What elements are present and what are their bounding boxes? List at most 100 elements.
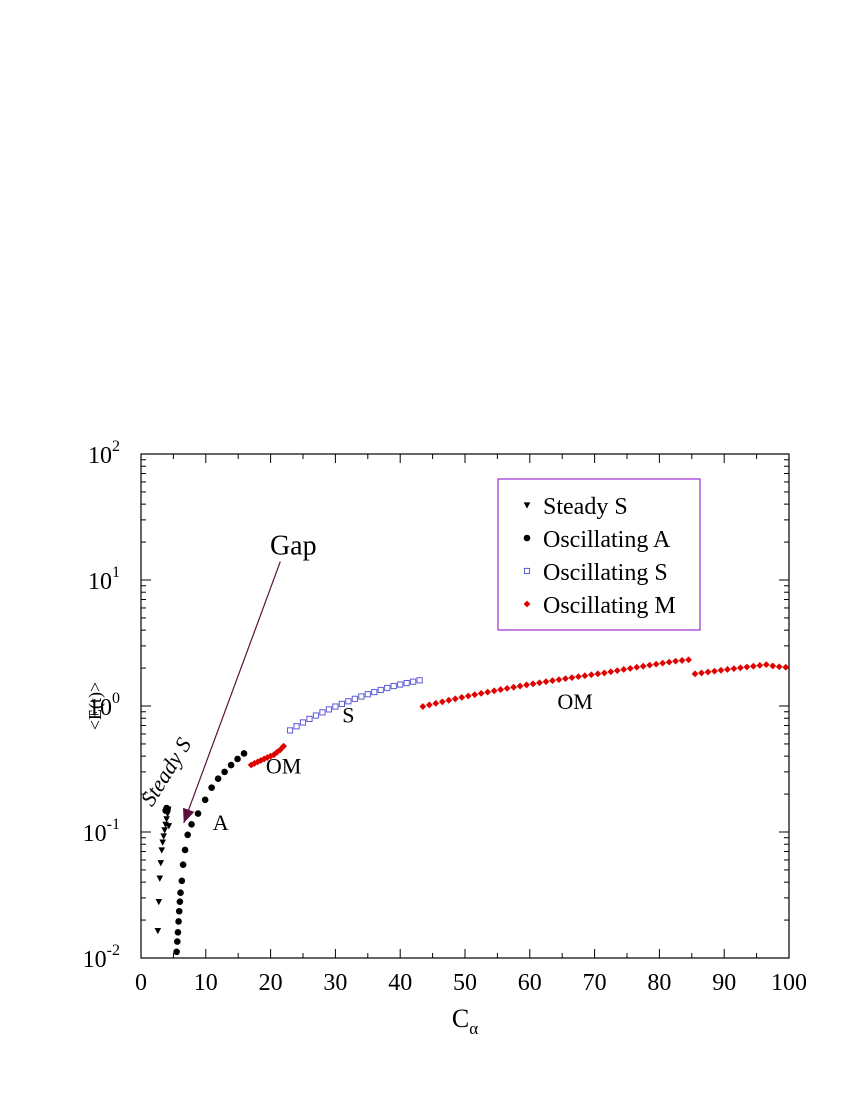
point-oscillating-a (184, 831, 191, 839)
point-oscillating-m (639, 662, 647, 670)
point-oscillating-s (384, 684, 391, 692)
point-oscillating-s (377, 686, 384, 694)
point-oscillating-a (173, 938, 181, 945)
point-oscillating-m (730, 665, 738, 673)
point-oscillating-m (503, 684, 511, 692)
point-oscillating-m (549, 677, 556, 685)
point-oscillating-a (221, 768, 228, 776)
point-oscillating-s (397, 681, 404, 688)
point-oscillating-a (178, 877, 186, 885)
point-oscillating-m (523, 681, 530, 689)
point-oscillating-a (188, 821, 195, 828)
y-tick-label-base: 10 (83, 947, 107, 973)
legend-marker (523, 600, 531, 608)
point-oscillating-m (581, 672, 589, 680)
point-oscillating-m (782, 663, 790, 671)
x-tick-label: 0 (135, 970, 147, 996)
point-oscillating-m (704, 668, 712, 676)
series-oscillating-m (247, 656, 790, 769)
y-tick-label-exponent: 0 (112, 690, 120, 707)
gap-arrow (182, 561, 281, 824)
point-oscillating-a (175, 918, 182, 925)
point-oscillating-s (286, 727, 294, 734)
point-oscillating-m (659, 659, 667, 667)
x-tick-label: 100 (771, 970, 807, 996)
point-oscillating-m (646, 661, 654, 669)
point-oscillating-m (724, 666, 731, 673)
x-tick-label: 30 (323, 970, 347, 996)
point-oscillating-m (743, 663, 751, 671)
y-tick-label-base: 10 (83, 821, 107, 847)
legend-box (497, 478, 701, 631)
point-oscillating-m (685, 656, 692, 664)
point-oscillating-m (484, 688, 492, 696)
point-steady-s (161, 827, 168, 834)
point-oscillating-a (175, 907, 183, 915)
point-oscillating-m (451, 695, 459, 703)
point-steady-s (155, 899, 163, 906)
point-oscillating-m (749, 662, 757, 670)
point-oscillating-m (587, 671, 595, 679)
point-oscillating-m (490, 687, 498, 695)
point-oscillating-s (390, 682, 397, 690)
point-steady-s (165, 823, 173, 830)
legend-item: Oscillating S (523, 560, 668, 586)
legend-label: Steady S (543, 494, 628, 520)
point-oscillating-s (299, 719, 307, 726)
point-oscillating-a (194, 810, 202, 817)
point-steady-s (163, 816, 170, 823)
y-tick-label: 101 (88, 564, 120, 595)
point-steady-s (156, 875, 164, 882)
x-tick-label: 50 (453, 970, 477, 996)
y-tick-label-base: 10 (88, 569, 112, 595)
point-oscillating-m (516, 682, 524, 690)
point-oscillating-m (555, 676, 563, 684)
point-oscillating-m (497, 686, 505, 693)
annotation-label: OM (266, 754, 301, 779)
x-tick-label: 70 (583, 970, 607, 996)
point-oscillating-s (306, 715, 313, 722)
x-axis-label: Cα (452, 1004, 478, 1038)
y-tick-label-exponent: -1 (107, 816, 120, 833)
point-oscillating-m (769, 662, 777, 670)
point-oscillating-s (371, 688, 378, 696)
series-oscillating-s (286, 677, 423, 734)
point-oscillating-a (234, 755, 241, 763)
point-oscillating-m (665, 658, 673, 666)
point-oscillating-m (633, 663, 641, 671)
data-points (154, 656, 790, 956)
point-oscillating-m (607, 668, 615, 676)
y-axis-label: <E(t)> (85, 682, 106, 730)
point-oscillating-s (403, 679, 410, 687)
point-oscillating-s (416, 677, 423, 684)
point-oscillating-s (338, 700, 345, 707)
x-tick-label: 20 (259, 970, 283, 996)
point-oscillating-s (364, 691, 371, 698)
annotation-label: Gap (270, 530, 317, 561)
point-oscillating-m (568, 674, 576, 682)
point-oscillating-m (652, 660, 660, 668)
point-oscillating-m (529, 680, 537, 688)
point-oscillating-a (214, 775, 222, 782)
point-steady-s (154, 927, 162, 935)
point-oscillating-a (177, 889, 184, 896)
y-tick-label-base: 10 (88, 695, 112, 721)
x-tick-label: 10 (194, 970, 218, 996)
point-oscillating-m (691, 670, 699, 678)
point-steady-s (160, 833, 167, 840)
point-oscillating-m (626, 664, 634, 672)
arrow-shaft (183, 561, 281, 824)
legend-marker (523, 567, 531, 575)
point-oscillating-s (319, 709, 326, 716)
point-oscillating-s (325, 706, 333, 713)
legend: Steady S Oscillating A Oscillating S Oscill… (497, 478, 701, 631)
legend-marker (523, 534, 531, 542)
point-steady-s (158, 847, 166, 854)
y-tick-label: 100 (88, 690, 120, 721)
point-oscillating-a (176, 898, 184, 905)
legend-label: Oscillating M (543, 593, 676, 619)
point-oscillating-m (536, 679, 543, 687)
point-oscillating-a (173, 948, 180, 956)
y-tick-label: 10-2 (83, 942, 120, 973)
